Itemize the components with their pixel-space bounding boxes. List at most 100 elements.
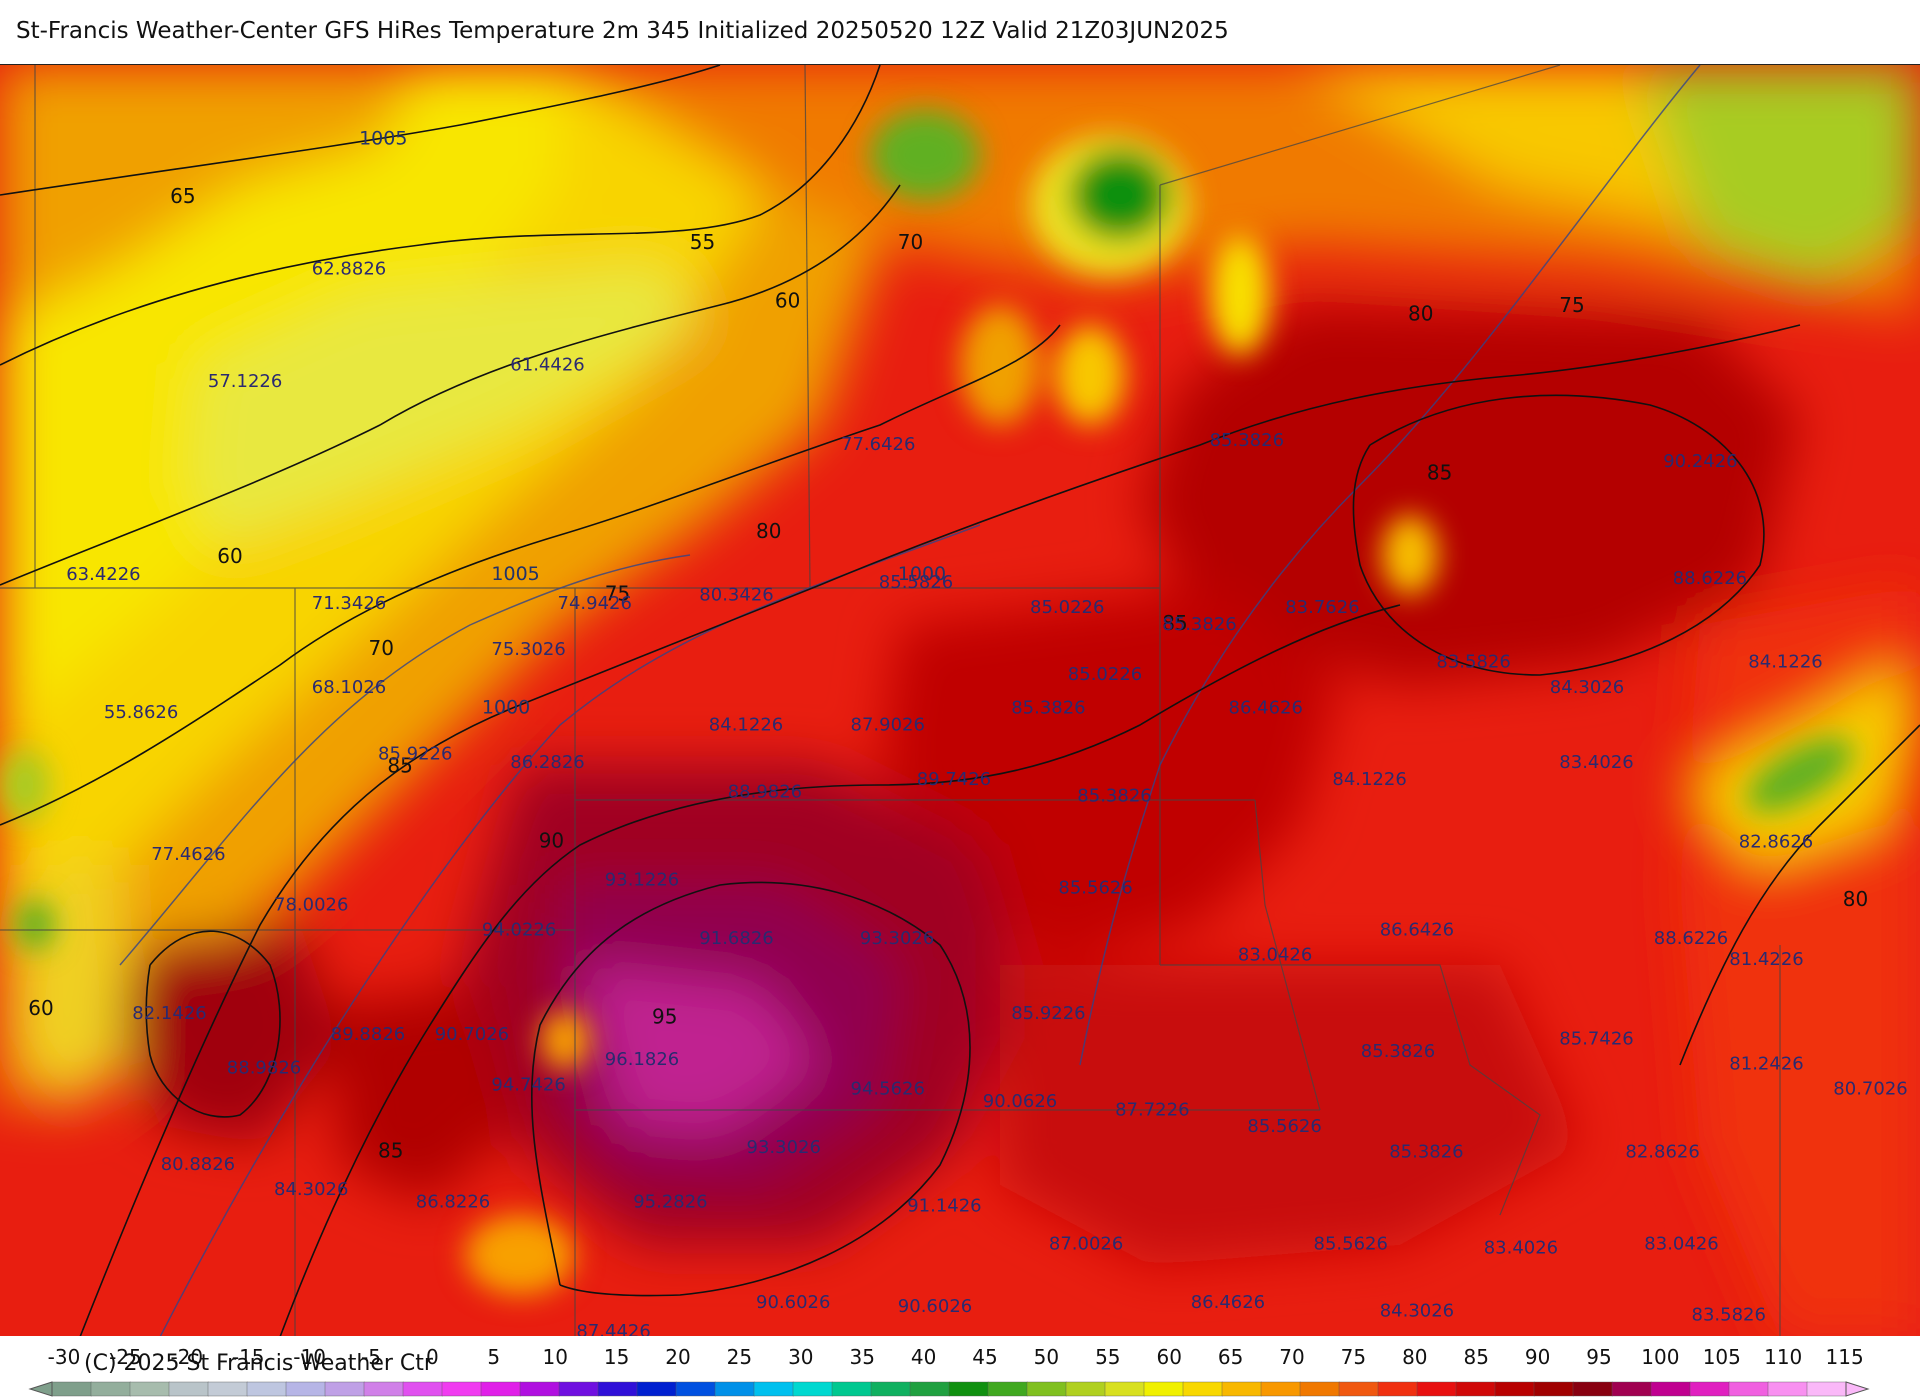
value-label: 85.3826: [1210, 430, 1284, 451]
value-label: 83.5826: [1692, 1305, 1766, 1326]
color-scale: -30 -25 -20 -15 -10 -5 0 5 10 15 20 25 30 35 40 45 50 55 6…: [0, 1336, 1920, 1400]
isotherm-label: 70: [369, 636, 394, 660]
scale-swatch: [1650, 1381, 1691, 1397]
scale-tick-label: 60: [1156, 1345, 1181, 1369]
value-label: 85.5826: [879, 572, 953, 593]
scale-tick-label: -25: [109, 1345, 142, 1369]
isobars: [119, 65, 1701, 1337]
value-label: 85.5626: [1247, 1116, 1321, 1137]
isotherm-label: 90: [539, 829, 564, 853]
value-label: 84.1226: [1748, 652, 1822, 673]
isotherm-label: 60: [217, 544, 242, 568]
value-label: 88.9826: [227, 1058, 301, 1079]
isotherm-label: 80: [1408, 301, 1433, 325]
value-label: 83.7626: [1285, 597, 1359, 618]
scale-swatch: [1182, 1381, 1223, 1397]
scale-swatch: [987, 1381, 1028, 1397]
value-label: 94.0226: [482, 920, 556, 941]
isobar-label: 1005: [359, 128, 407, 150]
value-label: 95.2826: [633, 1192, 707, 1213]
header: St-Francis Weather-Center GFS HiRes Temp…: [0, 0, 1920, 64]
scale-swatch: [792, 1381, 833, 1397]
scale-swatch: [1065, 1381, 1106, 1397]
scale-tick-label: 35: [849, 1345, 874, 1369]
scale-tick-label: 70: [1279, 1345, 1304, 1369]
value-label: 93.1226: [605, 869, 679, 890]
value-label: 85.7426: [1559, 1028, 1633, 1049]
value-label: 81.4226: [1729, 949, 1803, 970]
value-label: 87.4426: [576, 1321, 650, 1337]
value-label: 86.8226: [416, 1192, 490, 1213]
value-label: 74.9426: [558, 593, 632, 614]
scale-swatch: [90, 1381, 131, 1397]
value-label: 85.5626: [1314, 1233, 1388, 1254]
isotherm-label: 85: [387, 753, 412, 777]
value-label: 85.3826: [1162, 614, 1236, 635]
scale-tick-label: 105: [1703, 1345, 1741, 1369]
scale-arrow-left: [28, 1381, 53, 1397]
scale-swatch: [870, 1381, 911, 1397]
isotherm-label: 60: [28, 996, 53, 1020]
value-label: 88.9826: [728, 781, 802, 802]
scale-swatch: [1611, 1381, 1652, 1397]
value-label: 83.4026: [1484, 1238, 1558, 1259]
scale-swatch: [1728, 1381, 1769, 1397]
scale-swatch: [597, 1381, 638, 1397]
scale-swatch: [1377, 1381, 1418, 1397]
map-canvas[interactable]: 65 55 70 60 75 80 85 80 75 85 60 70 85 90 95 60 85 80 100…: [0, 65, 1920, 1337]
scale-tick-label: 25: [727, 1345, 752, 1369]
scale-arrow-right: [1845, 1381, 1870, 1397]
isotherm-label: 75: [605, 582, 630, 606]
value-label: 94.7426: [491, 1074, 565, 1095]
scale-tick-label: -5: [361, 1345, 381, 1369]
scale-swatch: [1689, 1381, 1730, 1397]
isotherm-labels: 65 55 70 60 75 80 85 80 75 85 60 70 85 90 95 60 85 80: [28, 184, 1868, 1162]
value-label: 83.4026: [1559, 752, 1633, 773]
scale-swatch: [636, 1381, 677, 1397]
isotherm-label: 70: [898, 230, 923, 254]
value-label: 63.4226: [66, 564, 140, 585]
temperature-map[interactable]: 65 55 70 60 75 80 85 80 75 85 60 70 85 90 95 60 85 80 100…: [0, 64, 1920, 1338]
value-label: 85.3826: [1361, 1041, 1435, 1062]
isobar-label: 1005: [491, 563, 539, 585]
value-label: 83.5826: [1436, 652, 1510, 673]
value-label: 88.6226: [1673, 568, 1747, 589]
scale-swatch: [285, 1381, 326, 1397]
scale-tick-label: 80: [1402, 1345, 1427, 1369]
scale-tick-label: 10: [542, 1345, 567, 1369]
scale-tick-label: 0: [426, 1345, 439, 1369]
value-label: 91.6826: [699, 928, 773, 949]
scale-tick-label: 90: [1525, 1345, 1550, 1369]
scale-swatch: [363, 1381, 404, 1397]
value-label: 85.5626: [1058, 878, 1132, 899]
value-label: 86.6426: [1380, 920, 1454, 941]
value-label: 90.6026: [898, 1296, 972, 1317]
scale-tick-label: 115: [1826, 1345, 1864, 1369]
scale-swatch: [324, 1381, 365, 1397]
scale-swatch: [129, 1381, 170, 1397]
value-label: 80.7026: [1833, 1079, 1907, 1100]
scale-swatch: [207, 1381, 248, 1397]
value-label: 94.5626: [851, 1079, 925, 1100]
scale-swatch: [1416, 1381, 1457, 1397]
scale-tick-label: 65: [1218, 1345, 1243, 1369]
value-label: 84.3026: [274, 1179, 348, 1200]
value-label: 77.4626: [151, 844, 225, 865]
scale-tick-label: 55: [1095, 1345, 1120, 1369]
scale-swatch: [558, 1381, 599, 1397]
scale-swatch: [246, 1381, 287, 1397]
value-label: 62.8826: [312, 258, 386, 279]
value-label: 80.3426: [699, 585, 773, 606]
scale-swatch: [909, 1381, 950, 1397]
value-label: 85.9226: [378, 744, 452, 765]
scale-swatch: [51, 1381, 92, 1397]
isotherm-label: 95: [652, 1004, 677, 1028]
temperature-detail: [0, 110, 1854, 1295]
value-label: 68.1026: [312, 677, 386, 698]
scale-swatch: [402, 1381, 443, 1397]
value-label: 89.7426: [917, 769, 991, 790]
value-label: 90.6026: [756, 1292, 830, 1313]
isobar-labels: 1005 1005 1000 1000: [359, 128, 946, 719]
scale-swatch: [1806, 1381, 1847, 1397]
scale-tick-label: 50: [1034, 1345, 1059, 1369]
